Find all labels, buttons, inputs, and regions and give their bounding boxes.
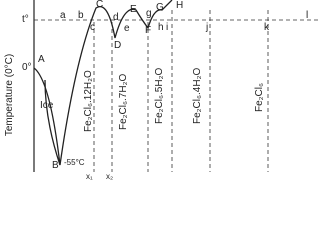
label: G <box>156 2 164 13</box>
ice-curve <box>44 79 61 166</box>
label: j <box>205 22 208 33</box>
compound-label: Fe₂Cl₆.4H₂O <box>192 68 203 124</box>
label: c <box>90 22 95 33</box>
label: C <box>96 0 103 10</box>
label: -55°C <box>64 158 85 167</box>
label: D <box>114 40 121 51</box>
label: i <box>166 22 168 33</box>
label: b <box>78 10 84 21</box>
label: x₂ <box>106 172 113 180</box>
label: e <box>124 23 130 34</box>
label: B <box>52 160 59 171</box>
label: A <box>38 54 45 65</box>
axis-label: Temperature (0°C) <box>4 54 15 136</box>
label: H <box>176 0 183 11</box>
label: g <box>146 8 152 19</box>
label: l <box>306 10 308 21</box>
label: x₁ <box>86 172 93 180</box>
label: Ice <box>40 100 54 111</box>
label: F <box>145 25 151 36</box>
label: d <box>113 12 119 23</box>
label: k <box>264 22 270 33</box>
phase-diagram: Temperature (0°C) t° 0° A Ice B -55°C x₁… <box>4 0 320 180</box>
compound-label: Fe₂Cl₆ <box>254 83 265 112</box>
label: h <box>158 22 164 33</box>
compound-label: Fe₂Cl₆.5H₂O <box>154 68 165 124</box>
label: a <box>60 10 66 21</box>
compound-label: Fe₂Cl₆.7H₂O <box>118 74 129 130</box>
liquidus-curve <box>33 0 173 166</box>
label: E <box>130 4 137 15</box>
compound-label: Fe₂Cl₆.12H₂O <box>83 70 94 132</box>
label: 0° <box>22 62 32 73</box>
label: t° <box>22 14 29 25</box>
verticals <box>93 10 269 172</box>
